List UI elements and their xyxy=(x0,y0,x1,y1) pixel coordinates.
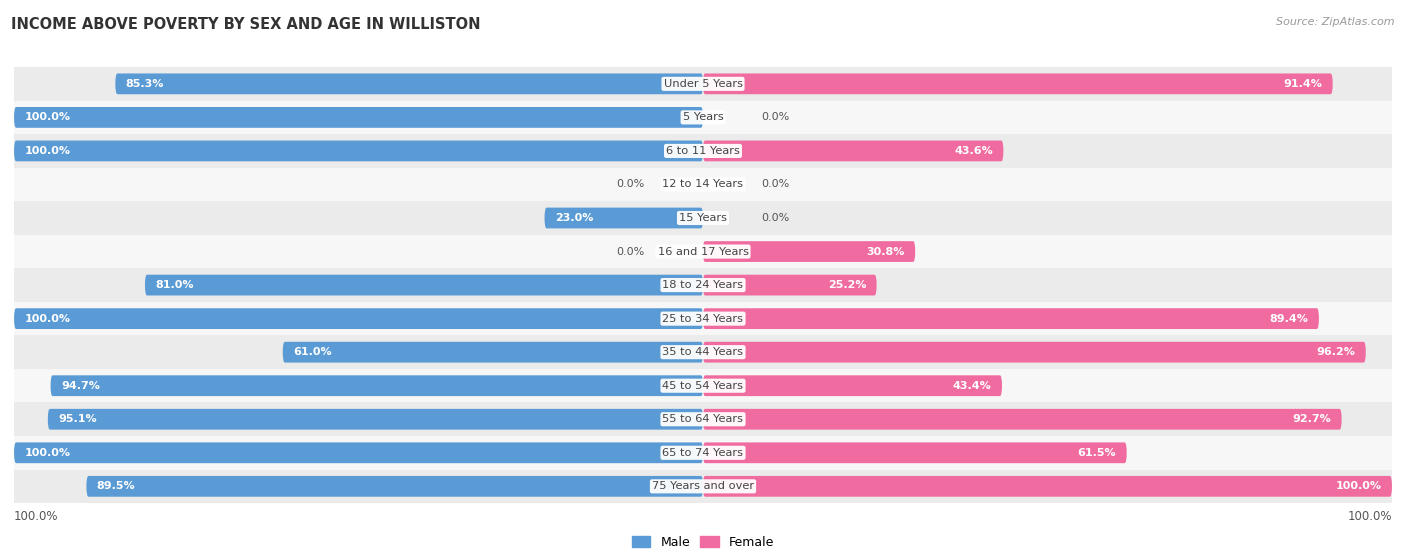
FancyBboxPatch shape xyxy=(703,342,1365,363)
FancyBboxPatch shape xyxy=(703,73,1333,94)
Text: 0.0%: 0.0% xyxy=(762,179,790,190)
FancyBboxPatch shape xyxy=(115,73,703,94)
FancyBboxPatch shape xyxy=(703,308,1319,329)
Text: 12 to 14 Years: 12 to 14 Years xyxy=(662,179,744,190)
Bar xyxy=(14,67,1392,101)
FancyBboxPatch shape xyxy=(703,409,1341,430)
Text: 23.0%: 23.0% xyxy=(555,213,593,223)
Text: 25.2%: 25.2% xyxy=(828,280,866,290)
Text: Source: ZipAtlas.com: Source: ZipAtlas.com xyxy=(1277,17,1395,27)
Text: 65 to 74 Years: 65 to 74 Years xyxy=(662,448,744,458)
Text: 16 and 17 Years: 16 and 17 Years xyxy=(658,247,748,257)
Bar xyxy=(14,470,1392,503)
FancyBboxPatch shape xyxy=(283,342,703,363)
Text: INCOME ABOVE POVERTY BY SEX AND AGE IN WILLISTON: INCOME ABOVE POVERTY BY SEX AND AGE IN W… xyxy=(11,17,481,32)
Text: 75 Years and over: 75 Years and over xyxy=(652,481,754,491)
Text: 5 Years: 5 Years xyxy=(683,112,723,122)
Text: 6 to 11 Years: 6 to 11 Years xyxy=(666,146,740,156)
Text: 100.0%: 100.0% xyxy=(24,448,70,458)
FancyBboxPatch shape xyxy=(14,140,703,162)
FancyBboxPatch shape xyxy=(703,140,1004,162)
Text: 45 to 54 Years: 45 to 54 Years xyxy=(662,381,744,391)
Text: 89.4%: 89.4% xyxy=(1270,314,1309,324)
Bar xyxy=(14,134,1392,168)
Bar xyxy=(14,369,1392,402)
Bar xyxy=(14,235,1392,268)
Bar xyxy=(14,402,1392,436)
Text: 89.5%: 89.5% xyxy=(97,481,135,491)
Text: 85.3%: 85.3% xyxy=(125,79,165,89)
Text: 15 Years: 15 Years xyxy=(679,213,727,223)
Text: 25 to 34 Years: 25 to 34 Years xyxy=(662,314,744,324)
Bar xyxy=(14,201,1392,235)
Text: 96.2%: 96.2% xyxy=(1316,347,1355,357)
FancyBboxPatch shape xyxy=(145,274,703,296)
FancyBboxPatch shape xyxy=(86,476,703,497)
Text: 100.0%: 100.0% xyxy=(24,146,70,156)
Bar xyxy=(14,436,1392,470)
Text: 100.0%: 100.0% xyxy=(1347,510,1392,523)
Bar xyxy=(14,302,1392,335)
FancyBboxPatch shape xyxy=(14,107,703,128)
Text: 100.0%: 100.0% xyxy=(24,314,70,324)
Text: 0.0%: 0.0% xyxy=(762,112,790,122)
FancyBboxPatch shape xyxy=(51,375,703,396)
Bar xyxy=(14,168,1392,201)
Text: 94.7%: 94.7% xyxy=(60,381,100,391)
Text: 0.0%: 0.0% xyxy=(762,213,790,223)
Text: 100.0%: 100.0% xyxy=(1336,481,1382,491)
Text: 43.4%: 43.4% xyxy=(953,381,991,391)
Bar xyxy=(14,268,1392,302)
FancyBboxPatch shape xyxy=(14,308,703,329)
Text: 91.4%: 91.4% xyxy=(1284,79,1323,89)
Text: 61.0%: 61.0% xyxy=(292,347,332,357)
Text: 0.0%: 0.0% xyxy=(616,247,644,257)
Text: 95.1%: 95.1% xyxy=(58,414,97,424)
Text: Under 5 Years: Under 5 Years xyxy=(664,79,742,89)
Text: 55 to 64 Years: 55 to 64 Years xyxy=(662,414,744,424)
Text: 92.7%: 92.7% xyxy=(1292,414,1331,424)
Text: 18 to 24 Years: 18 to 24 Years xyxy=(662,280,744,290)
Text: 81.0%: 81.0% xyxy=(155,280,194,290)
Text: 61.5%: 61.5% xyxy=(1078,448,1116,458)
FancyBboxPatch shape xyxy=(703,476,1392,497)
Text: 0.0%: 0.0% xyxy=(616,179,644,190)
FancyBboxPatch shape xyxy=(703,241,915,262)
Text: 100.0%: 100.0% xyxy=(14,510,59,523)
FancyBboxPatch shape xyxy=(14,442,703,463)
FancyBboxPatch shape xyxy=(48,409,703,430)
FancyBboxPatch shape xyxy=(544,207,703,229)
Text: 43.6%: 43.6% xyxy=(955,146,993,156)
FancyBboxPatch shape xyxy=(703,375,1002,396)
FancyBboxPatch shape xyxy=(703,442,1126,463)
Text: 35 to 44 Years: 35 to 44 Years xyxy=(662,347,744,357)
Legend: Male, Female: Male, Female xyxy=(627,530,779,553)
Bar xyxy=(14,101,1392,134)
FancyBboxPatch shape xyxy=(703,274,876,296)
Bar xyxy=(14,335,1392,369)
Text: 100.0%: 100.0% xyxy=(24,112,70,122)
Text: 30.8%: 30.8% xyxy=(866,247,905,257)
